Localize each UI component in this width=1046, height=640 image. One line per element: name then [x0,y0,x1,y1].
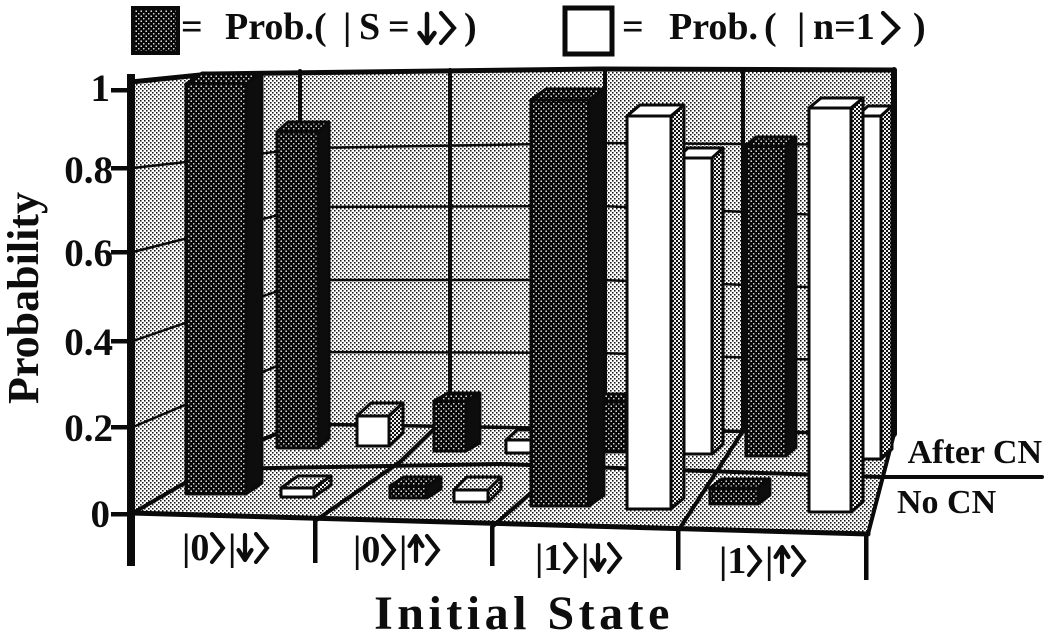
svg-text:(: ( [764,6,777,48]
svg-text:|1: |1 [719,540,746,582]
svg-text:0.4: 0.4 [64,321,113,364]
svg-text:|0: |0 [182,527,209,569]
svg-text:0: 0 [91,493,111,536]
svg-text:|: | [765,540,773,582]
svg-text:Prob.(: Prob.( [225,6,327,48]
svg-text:|: | [399,529,407,571]
svg-text:1: 1 [91,67,111,110]
svg-text:0.6: 0.6 [64,232,113,275]
svg-text:|0: |0 [353,529,380,571]
svg-text:|: | [343,6,351,48]
svg-text:No CN: No CN [897,484,997,521]
svg-text:S: S [359,6,380,48]
svg-text:|: | [797,6,805,48]
svg-text:|: | [228,527,236,569]
svg-text:|: | [581,537,589,579]
svg-text:): ) [913,6,926,48]
svg-text:0.8: 0.8 [64,149,113,192]
svg-text:=: = [388,6,410,48]
svg-text:=: = [622,6,644,48]
svg-text:After CN: After CN [908,434,1043,471]
svg-text:Probability: Probability [0,192,48,404]
svg-text:Prob.: Prob. [669,6,758,48]
svg-text:0.2: 0.2 [64,407,113,450]
svg-text:n=1: n=1 [813,6,875,48]
svg-text:Initial State: Initial State [374,587,674,640]
svg-text:=: = [181,6,203,48]
svg-text:): ) [464,6,477,48]
svg-text:|1: |1 [535,537,562,579]
